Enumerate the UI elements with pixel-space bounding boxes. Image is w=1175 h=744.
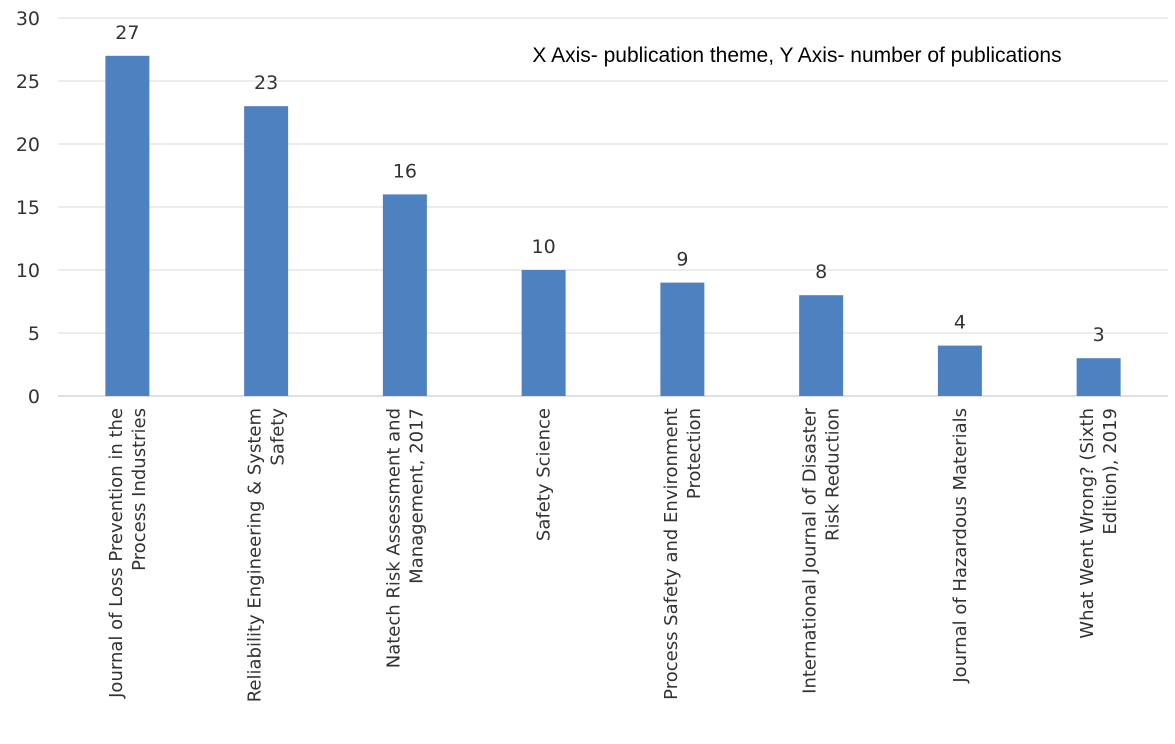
y-tick-label: 0 (28, 386, 40, 408)
y-tick-label: 30 (16, 8, 40, 30)
category-label: Natech Risk Assessment and Management, 20… (383, 408, 427, 668)
category-label-line: Safety (268, 408, 289, 466)
category-label-line: Natech Risk Assessment and (383, 408, 404, 668)
category-label-line: Protection (684, 408, 705, 499)
bar (244, 106, 289, 396)
category-label-line: Process Industries (129, 408, 150, 571)
category-label-line: Reliability Engineering & System (245, 408, 266, 702)
data-label: 16 (393, 160, 417, 182)
category-label-line: Journal of Hazardous Materials (950, 408, 971, 684)
category-label: Journal of Loss Prevention in the Process… (106, 408, 150, 699)
data-labels: 27 23 16 10 9 8 4 3 (115, 22, 1104, 346)
bar (660, 282, 705, 396)
category-label-line: What Went Wrong? (Sixth (1077, 408, 1098, 639)
data-label: 23 (254, 72, 278, 94)
y-tick-label: 5 (28, 323, 40, 345)
bar (382, 194, 427, 396)
bar (799, 295, 844, 396)
y-tick-label: 15 (16, 197, 40, 219)
y-tick-label: 10 (16, 260, 40, 282)
category-label-line: Management, 2017 (406, 408, 427, 584)
category-label: Journal of Hazardous Materials (950, 408, 971, 684)
category-labels: Journal of Loss Prevention in the Process… (106, 407, 1121, 702)
category-label-line: Risk Reduction (823, 408, 844, 541)
data-label: 8 (815, 261, 827, 283)
category-label: What Went Wrong? (Sixth Edition), 2019 (1077, 408, 1121, 639)
category-label: Safety Science (534, 408, 555, 541)
data-label: 3 (1093, 324, 1105, 346)
data-label: 4 (954, 312, 966, 334)
category-label-line: International Journal of Disaster (800, 407, 821, 693)
y-tick-label: 20 (16, 134, 40, 156)
category-label: Process Safety and Environment Protection (661, 408, 705, 700)
category-label: Reliability Engineering & System Safety (245, 408, 289, 703)
category-label-line: Edition), 2019 (1100, 408, 1121, 535)
gridlines (58, 17, 1168, 397)
y-axis-ticks: 0 5 10 15 20 25 30 (16, 8, 40, 408)
category-label: International Journal of Disaster Risk Re… (800, 407, 844, 693)
bar (937, 345, 982, 396)
bar (105, 55, 150, 397)
data-label: 10 (532, 236, 556, 258)
bars (105, 55, 1121, 397)
category-label-line: Journal of Loss Prevention in the (106, 408, 127, 699)
category-label-line: Safety Science (534, 408, 555, 541)
data-label: 27 (115, 22, 139, 44)
category-label-line: Process Safety and Environment (661, 408, 682, 700)
bar (1076, 358, 1121, 396)
axis-annotation: X Axis- publication theme, Y Axis- numbe… (532, 44, 1061, 67)
bar (521, 270, 566, 396)
data-label: 9 (676, 249, 688, 271)
y-tick-label: 25 (16, 71, 40, 93)
